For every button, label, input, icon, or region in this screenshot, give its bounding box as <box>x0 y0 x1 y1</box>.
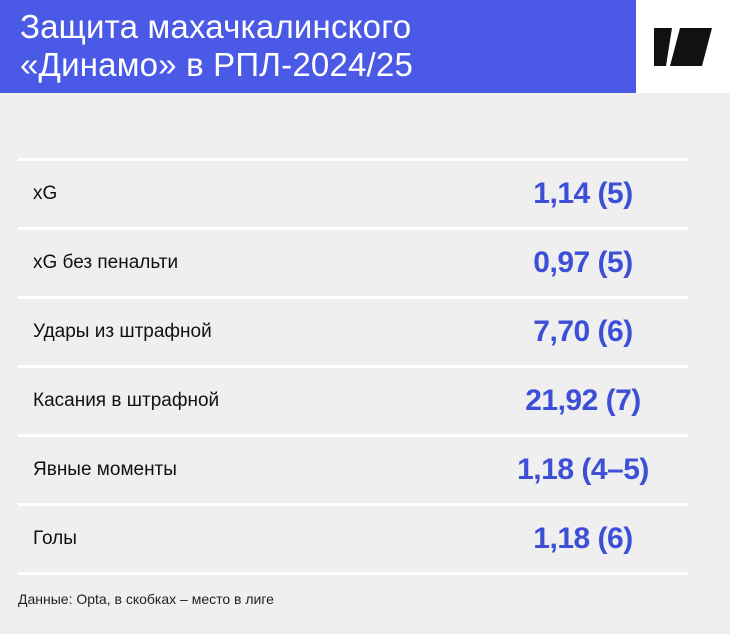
table-row: xG без пенальти 0,97 (5) <box>18 227 688 296</box>
brand-logo-icon <box>654 28 712 66</box>
row-value: 1,18 (6) <box>533 522 633 555</box>
page-title: Защита махачкалинского «Динамо» в РПЛ-20… <box>20 8 620 84</box>
row-value: 1,14 (5) <box>533 177 633 210</box>
row-label: xG без пенальти <box>33 252 179 273</box>
table-row: Касания в штрафной 21,92 (7) <box>18 365 688 434</box>
row-label: Касания в штрафной <box>33 390 220 411</box>
title-line-2: «Динамо» в РПЛ-2024/25 <box>20 46 414 83</box>
row-label: Голы <box>33 528 77 549</box>
row-label: Удары из штрафной <box>33 321 212 342</box>
title-line-1: Защита махачкалинского <box>20 8 412 45</box>
row-value: 1,18 (4–5) <box>517 453 649 486</box>
source-footnote: Данные: Opta, в скобках – место в лиге <box>18 591 274 607</box>
table-row: Явные моменты 1,18 (4–5) <box>18 434 688 503</box>
row-value: 7,70 (6) <box>533 315 633 348</box>
row-value: 21,92 (7) <box>525 384 641 417</box>
table-row: Удары из штрафной 7,70 (6) <box>18 296 688 365</box>
table-row: Голы 1,18 (6) <box>18 503 688 575</box>
row-value: 0,97 (5) <box>533 246 633 279</box>
stats-table: xG 1,14 (5) xG без пенальти 0,97 (5) Уда… <box>18 158 688 575</box>
logo <box>636 0 730 93</box>
table-row: xG 1,14 (5) <box>18 158 688 227</box>
row-label: Явные моменты <box>33 459 177 480</box>
header-banner: Защита махачкалинского «Динамо» в РПЛ-20… <box>0 0 636 93</box>
row-label: xG <box>33 183 58 204</box>
